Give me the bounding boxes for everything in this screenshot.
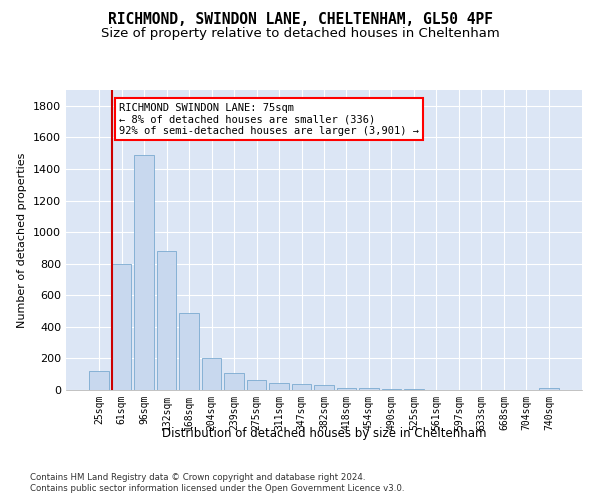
Bar xyxy=(314,386,334,390)
Bar xyxy=(404,389,424,390)
Bar xyxy=(224,374,244,390)
Bar xyxy=(359,388,379,390)
Text: Contains public sector information licensed under the Open Government Licence v3: Contains public sector information licen… xyxy=(30,484,404,493)
Bar xyxy=(539,388,559,390)
Bar xyxy=(112,264,131,390)
Bar xyxy=(202,358,221,390)
Bar xyxy=(337,388,356,390)
Bar xyxy=(292,384,311,390)
Bar xyxy=(269,383,289,390)
Text: Distribution of detached houses by size in Cheltenham: Distribution of detached houses by size … xyxy=(162,428,486,440)
Bar xyxy=(89,371,109,390)
Bar xyxy=(134,154,154,390)
Bar xyxy=(179,312,199,390)
Y-axis label: Number of detached properties: Number of detached properties xyxy=(17,152,28,328)
Text: Contains HM Land Registry data © Crown copyright and database right 2024.: Contains HM Land Registry data © Crown c… xyxy=(30,472,365,482)
Text: RICHMOND SWINDON LANE: 75sqm
← 8% of detached houses are smaller (336)
92% of se: RICHMOND SWINDON LANE: 75sqm ← 8% of det… xyxy=(119,102,419,136)
Text: RICHMOND, SWINDON LANE, CHELTENHAM, GL50 4PF: RICHMOND, SWINDON LANE, CHELTENHAM, GL50… xyxy=(107,12,493,28)
Bar xyxy=(382,388,401,390)
Bar xyxy=(247,380,266,390)
Text: Size of property relative to detached houses in Cheltenham: Size of property relative to detached ho… xyxy=(101,28,499,40)
Bar xyxy=(157,251,176,390)
